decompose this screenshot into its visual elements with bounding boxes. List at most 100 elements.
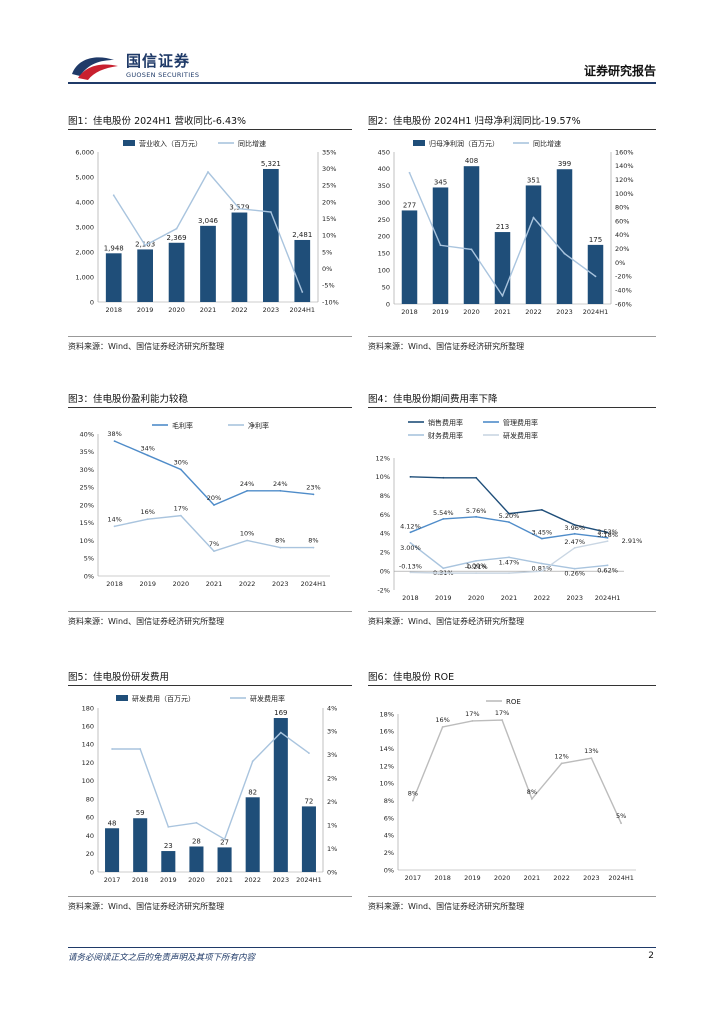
y2-tick-label: 60% xyxy=(615,217,629,225)
data-point xyxy=(207,171,209,173)
bar xyxy=(200,225,216,302)
data-label: 7% xyxy=(209,540,219,548)
y2-tick-label: 80% xyxy=(615,204,629,212)
legend-swatch xyxy=(123,140,135,146)
bar xyxy=(217,847,232,872)
data-point xyxy=(439,244,442,247)
bar xyxy=(161,851,176,872)
data-point xyxy=(113,525,116,528)
bar-value-label: 277 xyxy=(403,201,416,209)
brand-name-en: GUOSEN SECURITIES xyxy=(126,71,200,79)
series-line xyxy=(112,731,310,841)
data-label: 1.47% xyxy=(499,558,520,566)
data-point xyxy=(238,207,241,210)
bar-value-label: 399 xyxy=(558,160,571,168)
bar xyxy=(556,169,573,304)
x-tick-label: 2024H1 xyxy=(289,306,315,314)
data-point xyxy=(112,194,115,197)
bar xyxy=(137,249,153,302)
y-tick-label: 10% xyxy=(380,780,394,788)
y2-tick-label: 30% xyxy=(322,165,336,173)
y-tick-label: 0% xyxy=(380,567,390,575)
y-tick-label: 100 xyxy=(378,267,390,275)
bar xyxy=(245,797,260,872)
data-point xyxy=(442,518,445,520)
y-tick-label: 0 xyxy=(386,300,390,308)
data-label: 8% xyxy=(308,537,318,545)
x-tick-label: 2019 xyxy=(139,580,156,588)
x-tick-label: 2024H1 xyxy=(608,874,634,882)
bar-value-label: 175 xyxy=(589,236,602,244)
legend-label: 归母净利润（百万元） xyxy=(429,139,499,148)
data-point xyxy=(312,493,315,496)
guosen-logo-icon xyxy=(72,57,118,80)
y2-tick-label: 3% xyxy=(327,751,337,759)
data-point xyxy=(113,440,116,442)
x-tick-label: 2022 xyxy=(244,876,261,884)
bar-value-label: 3,579 xyxy=(229,204,249,212)
data-point xyxy=(594,275,597,278)
figure-4-source-rule xyxy=(368,611,656,612)
data-label: 0.81% xyxy=(532,565,553,573)
figure-2-source: 资料来源：Wind、国信证券经济研究所整理 xyxy=(368,342,525,351)
y-tick-label: 4,000 xyxy=(75,198,94,206)
bar-value-label: 2,369 xyxy=(167,234,187,242)
figure-6-rule xyxy=(368,685,656,686)
y-tick-label: 60 xyxy=(86,814,94,822)
data-point xyxy=(475,515,478,518)
rd-expense-chart: 0 20 40 60 80 100 120 140 160 180 0% 1% 1% 2% 2% 3% 3% 4%… xyxy=(82,694,338,884)
data-label: 3.45% xyxy=(532,529,553,537)
page-header: 国信证券 GUOSEN SECURITIES 证券研究报告 xyxy=(0,0,724,88)
data-point xyxy=(475,572,478,575)
data-point xyxy=(308,752,310,754)
legend-label: 研发费用率 xyxy=(250,694,285,703)
data-point xyxy=(442,572,445,575)
data-label: 3.96% xyxy=(564,524,585,532)
y2-tick-label: -20% xyxy=(615,273,632,281)
legend-label: 研发费用（百万元） xyxy=(132,694,195,703)
bar-value-label: 23 xyxy=(164,842,173,850)
y-tick-label: 120 xyxy=(82,759,94,767)
data-label: 23% xyxy=(306,483,320,491)
figure-1-rule xyxy=(68,129,352,130)
y2-tick-label: 3% xyxy=(327,728,337,736)
y2-tick-label: 5% xyxy=(322,248,332,256)
bar xyxy=(168,242,185,302)
data-label: 2.47% xyxy=(564,538,585,546)
figure-3-rule xyxy=(68,407,352,408)
bar xyxy=(105,828,120,872)
legend-label: 销售费用率 xyxy=(428,418,463,427)
x-tick-label: 2017 xyxy=(405,874,422,882)
y2-tick-label: 0% xyxy=(322,265,332,273)
legend-label: 管理费用率 xyxy=(503,418,538,427)
x-tick-label: 2022 xyxy=(534,594,551,602)
y2-tick-label: 2% xyxy=(327,798,337,806)
y2-tick-label: 1% xyxy=(327,845,337,853)
data-label: 24% xyxy=(273,480,287,488)
x-tick-label: 2018 xyxy=(105,306,122,314)
x-tick-label: 2024H1 xyxy=(296,876,322,884)
x-tick-label: 2020 xyxy=(188,876,205,884)
x-tick-label: 2023 xyxy=(556,308,573,316)
x-tick-label: 2023 xyxy=(273,876,290,884)
x-tick-label: 2020 xyxy=(463,308,480,316)
figure-2-title: 图2：佳电股份 2024H1 归母净利润同比-19.57% xyxy=(368,116,581,127)
x-tick-label: 2019 xyxy=(464,874,481,882)
y2-tick-label: 160% xyxy=(615,148,634,156)
y-tick-label: 5% xyxy=(84,555,94,563)
y-tick-label: 200 xyxy=(378,233,390,241)
y-tick-label: 50 xyxy=(382,283,390,291)
x-tick-label: 2021 xyxy=(216,876,233,884)
y-tick-label: 3,000 xyxy=(75,223,94,231)
data-label: 3.18% xyxy=(597,531,618,539)
data-point xyxy=(501,294,504,297)
figure-5-rule xyxy=(68,685,352,686)
data-point xyxy=(441,726,444,728)
legend-label: 净利率 xyxy=(248,421,269,430)
data-label: 8% xyxy=(408,790,418,798)
y-tick-label: 14% xyxy=(380,745,394,753)
y2-tick-label: -10% xyxy=(322,298,339,306)
data-point xyxy=(409,475,412,478)
data-label: 30% xyxy=(174,459,188,467)
y2-tick-label: 20% xyxy=(615,245,629,253)
